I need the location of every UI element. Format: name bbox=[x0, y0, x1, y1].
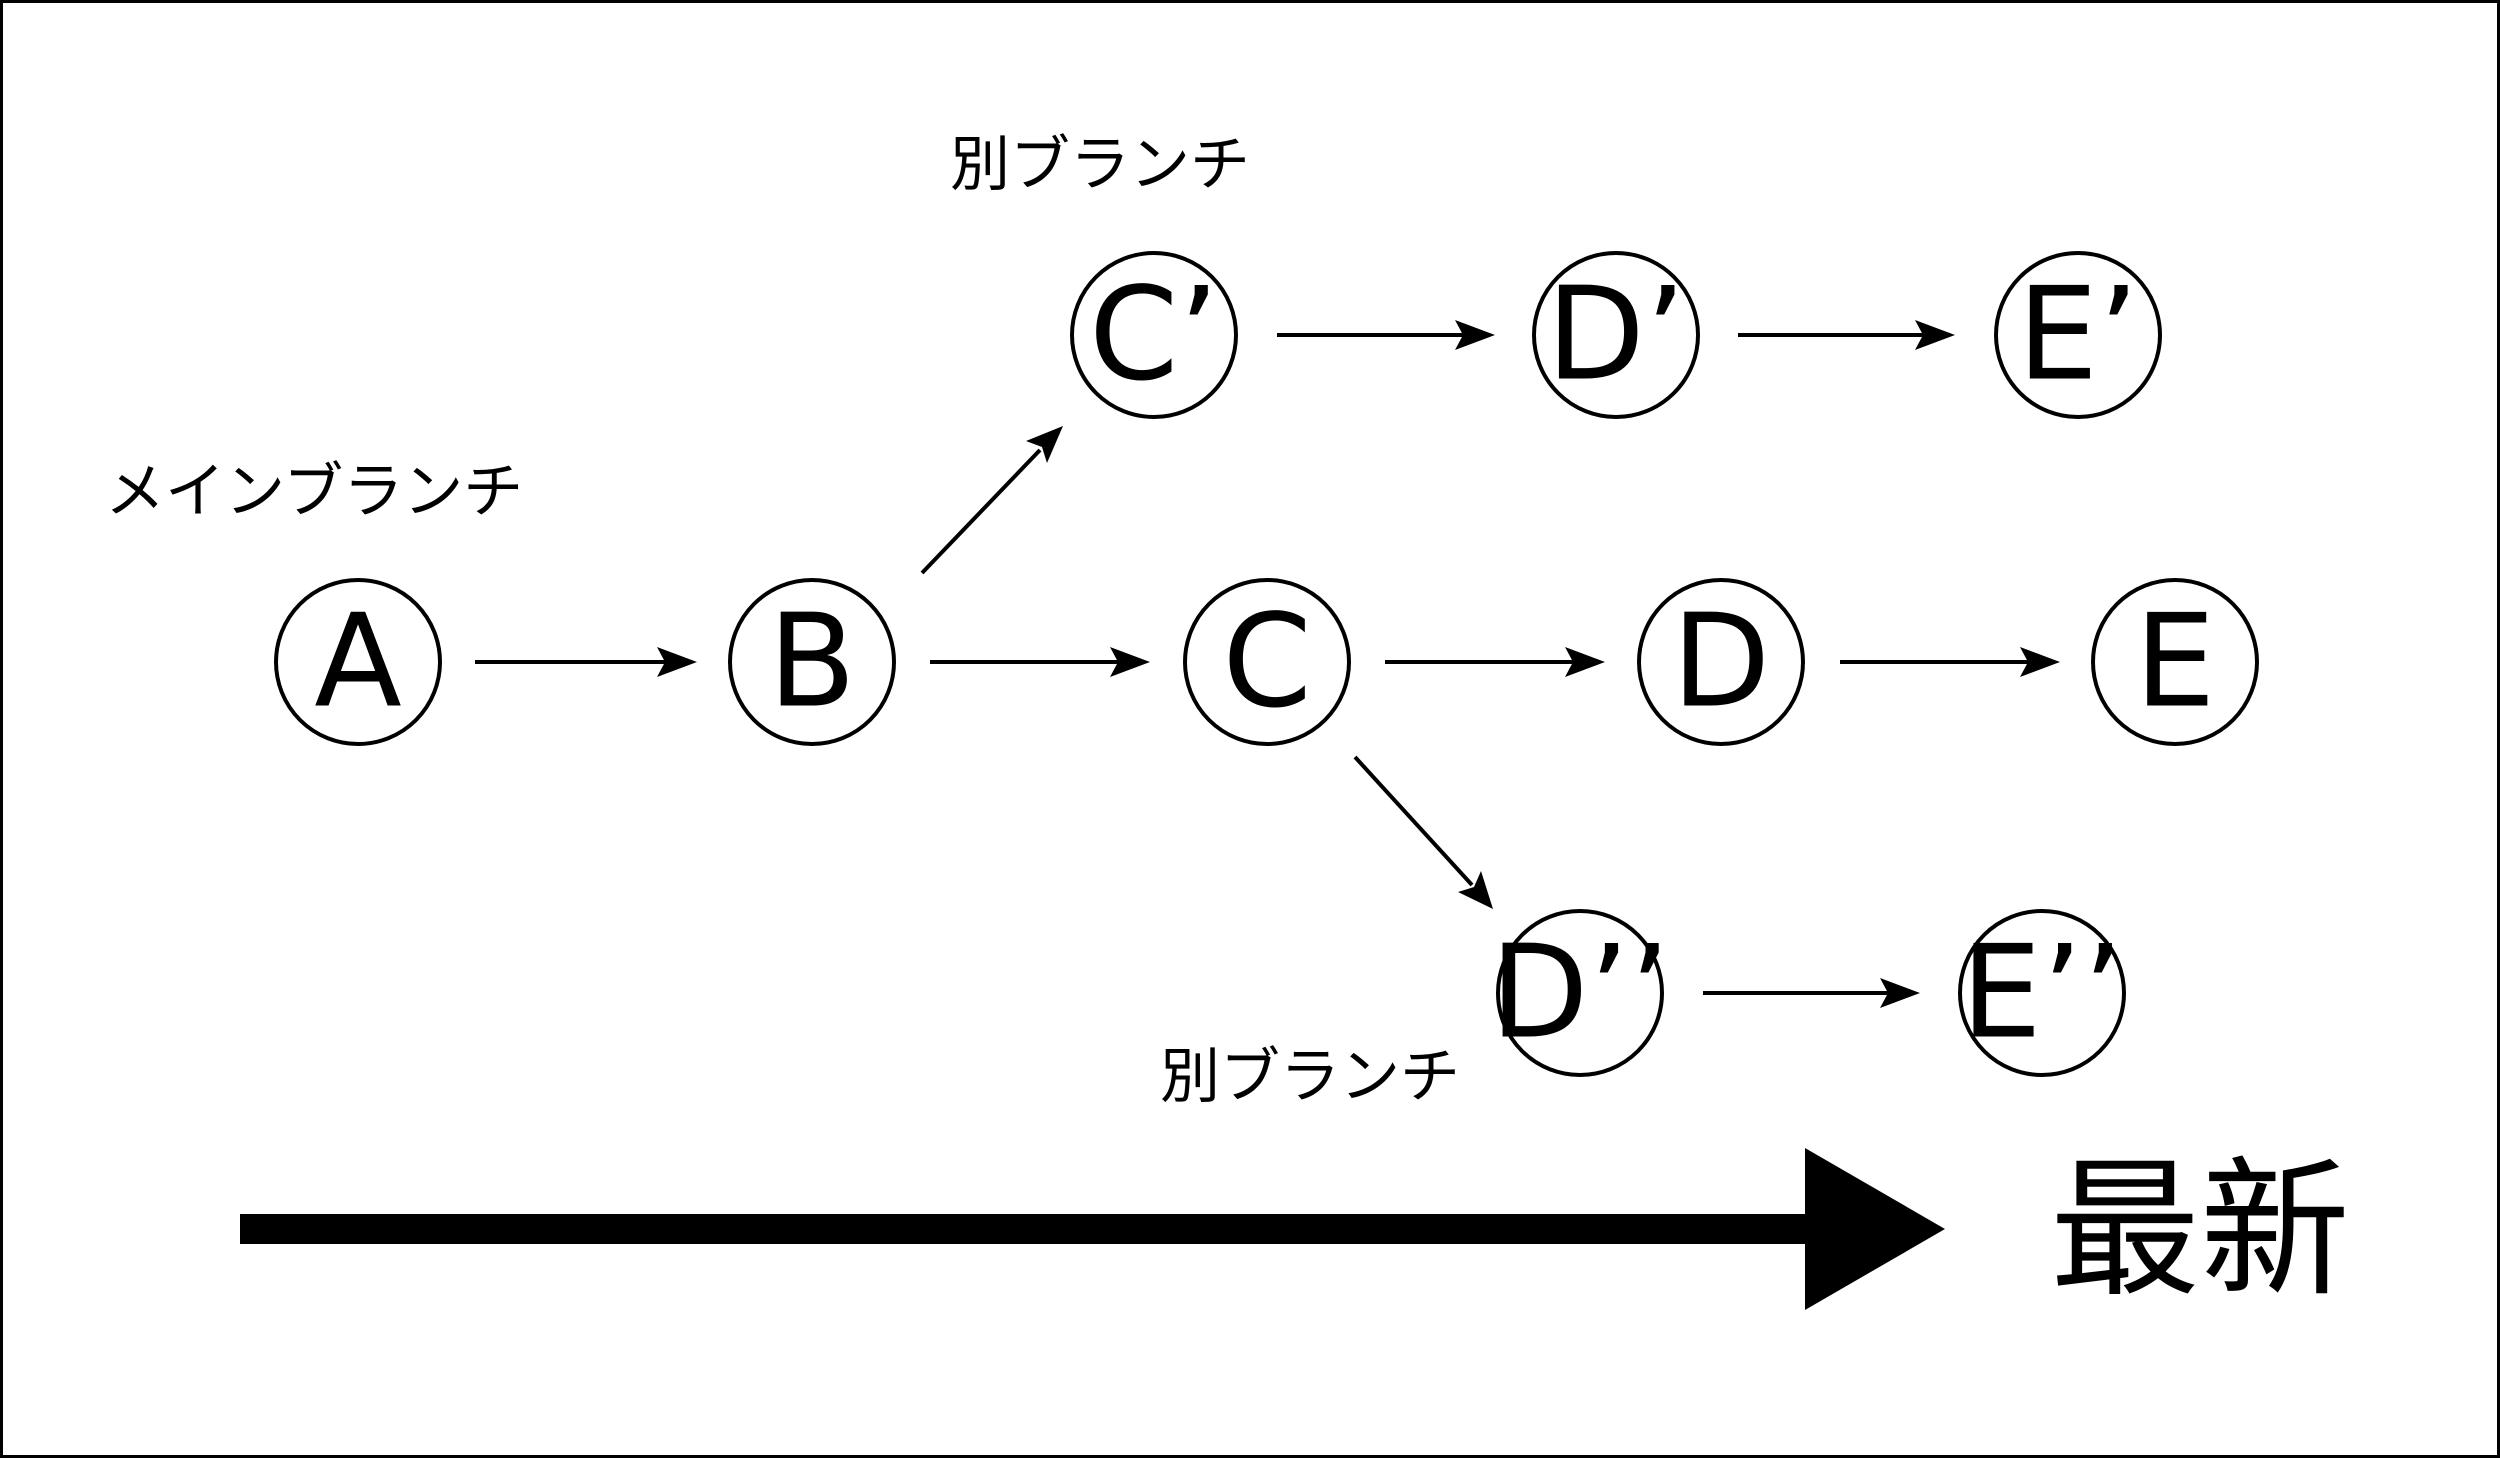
commit-node-e: E bbox=[2091, 578, 2259, 746]
arrow-head-d-double-e-double bbox=[1880, 978, 1920, 1008]
commit-node-e-double-prime: E’’ bbox=[1958, 909, 2126, 1077]
arrow-head-c-d bbox=[1565, 647, 1605, 677]
commit-label-c: C bbox=[1222, 588, 1311, 737]
branch-label-other-upper: 別ブランチ bbox=[950, 130, 1250, 200]
commit-node-a: A bbox=[274, 578, 442, 746]
commit-node-e-prime: E’ bbox=[1994, 251, 2162, 419]
branch-label-main: メインブランチ bbox=[105, 457, 523, 527]
commit-node-d-prime: D’ bbox=[1532, 251, 1700, 419]
commit-node-c: C bbox=[1183, 578, 1351, 746]
arrow-head-d-prime-e-prime bbox=[1915, 320, 1955, 350]
arrow-head-a-b bbox=[657, 647, 697, 677]
commit-node-c-prime: C’ bbox=[1070, 251, 1238, 419]
edge-c-d-double bbox=[1353, 755, 1474, 887]
arrow-head-c-d-double bbox=[1458, 871, 1493, 909]
arrow-head-d-e bbox=[2020, 647, 2060, 677]
commit-label-e-double-prime: E’’ bbox=[1961, 919, 2123, 1068]
arrow-head-c-prime-d-prime bbox=[1455, 320, 1495, 350]
commit-label-d-double-prime: D’’ bbox=[1490, 919, 1670, 1068]
arrow-head-b-c-prime bbox=[1026, 426, 1063, 463]
commit-label-d-prime: D’ bbox=[1546, 261, 1685, 410]
timeline-arrow-head bbox=[1805, 1148, 1945, 1310]
commit-label-c-prime: C’ bbox=[1089, 261, 1219, 410]
commit-label-a: A bbox=[314, 588, 402, 737]
commit-label-e-prime: E’ bbox=[2017, 261, 2139, 410]
commit-label-d: D bbox=[1672, 588, 1771, 737]
commit-node-b: B bbox=[728, 578, 896, 746]
commit-node-d-double-prime: D’’ bbox=[1490, 909, 1670, 1077]
branch-label-other-lower: 別ブランチ bbox=[1160, 1042, 1460, 1112]
arrow-head-b-c bbox=[1110, 647, 1150, 677]
commit-label-e: E bbox=[2135, 588, 2216, 737]
commit-label-b: B bbox=[768, 588, 856, 737]
commit-node-d: D bbox=[1637, 578, 1805, 746]
edge-b-c-prime bbox=[920, 448, 1042, 575]
timeline-label: 最新 bbox=[2050, 1144, 2350, 1318]
